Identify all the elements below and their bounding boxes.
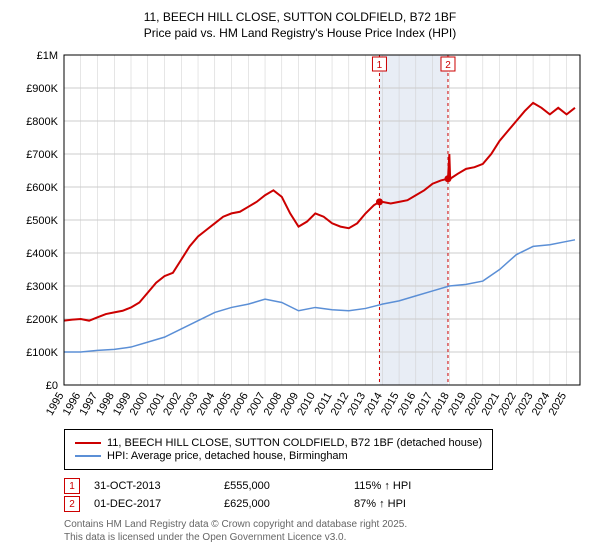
legend-label: 11, BEECH HILL CLOSE, SUTTON COLDFIELD, … [107,437,482,449]
legend-swatch [75,455,101,457]
svg-text:£200K: £200K [26,314,58,326]
svg-text:£400K: £400K [26,248,58,260]
sale-date: 31-OCT-2013 [94,480,224,492]
svg-text:£1M: £1M [37,50,58,62]
sale-price: £625,000 [224,498,354,510]
sale-marker: 1 [64,478,80,494]
legend: 11, BEECH HILL CLOSE, SUTTON COLDFIELD, … [64,429,493,470]
sale-row: 2 01-DEC-2017£625,00087% ↑ HPI [64,496,570,512]
footer-line1: Contains HM Land Registry data © Crown c… [64,519,407,530]
svg-text:2025: 2025 [547,391,570,418]
svg-text:2: 2 [445,60,451,71]
footer-attribution: Contains HM Land Registry data © Crown c… [64,518,570,544]
svg-text:£500K: £500K [26,215,58,227]
price-chart: £0 £100K £200K £300K £400K £500K £600K £700K £80… [10,45,590,425]
sale-price: £555,000 [224,480,354,492]
sale-hpi: 87% ↑ HPI [354,498,484,510]
title-line2: Price paid vs. HM Land Registry's House … [144,26,456,40]
svg-text:£700K: £700K [26,149,58,161]
svg-text:1: 1 [377,60,383,71]
svg-text:£800K: £800K [26,116,58,128]
svg-text:£100K: £100K [26,347,58,359]
sale-row: 1 31-OCT-2013£555,000115% ↑ HPI [64,478,570,494]
svg-text:£0: £0 [46,380,58,392]
svg-text:£900K: £900K [26,83,58,95]
sales-table: 1 31-OCT-2013£555,000115% ↑ HPI 2 01-DEC-20… [64,478,570,512]
legend-item: 11, BEECH HILL CLOSE, SUTTON COLDFIELD, … [75,437,482,449]
chart-container: £0 £100K £200K £300K £400K £500K £600K £700K £80… [10,45,590,425]
legend-item: HPI: Average price, detached house, Birm… [75,450,482,462]
svg-text:£600K: £600K [26,182,58,194]
svg-text:£300K: £300K [26,281,58,293]
legend-label: HPI: Average price, detached house, Birm… [107,450,348,462]
title-line1: 11, BEECH HILL CLOSE, SUTTON COLDFIELD, … [144,10,457,24]
sale-hpi: 115% ↑ HPI [354,480,484,492]
chart-title: 11, BEECH HILL CLOSE, SUTTON COLDFIELD, … [10,10,590,41]
svg-text:2010: 2010 [295,391,318,418]
footer-line2: This data is licensed under the Open Gov… [64,532,346,543]
sale-date: 01-DEC-2017 [94,498,224,510]
sale-marker: 2 [64,496,80,512]
legend-swatch [75,442,101,444]
